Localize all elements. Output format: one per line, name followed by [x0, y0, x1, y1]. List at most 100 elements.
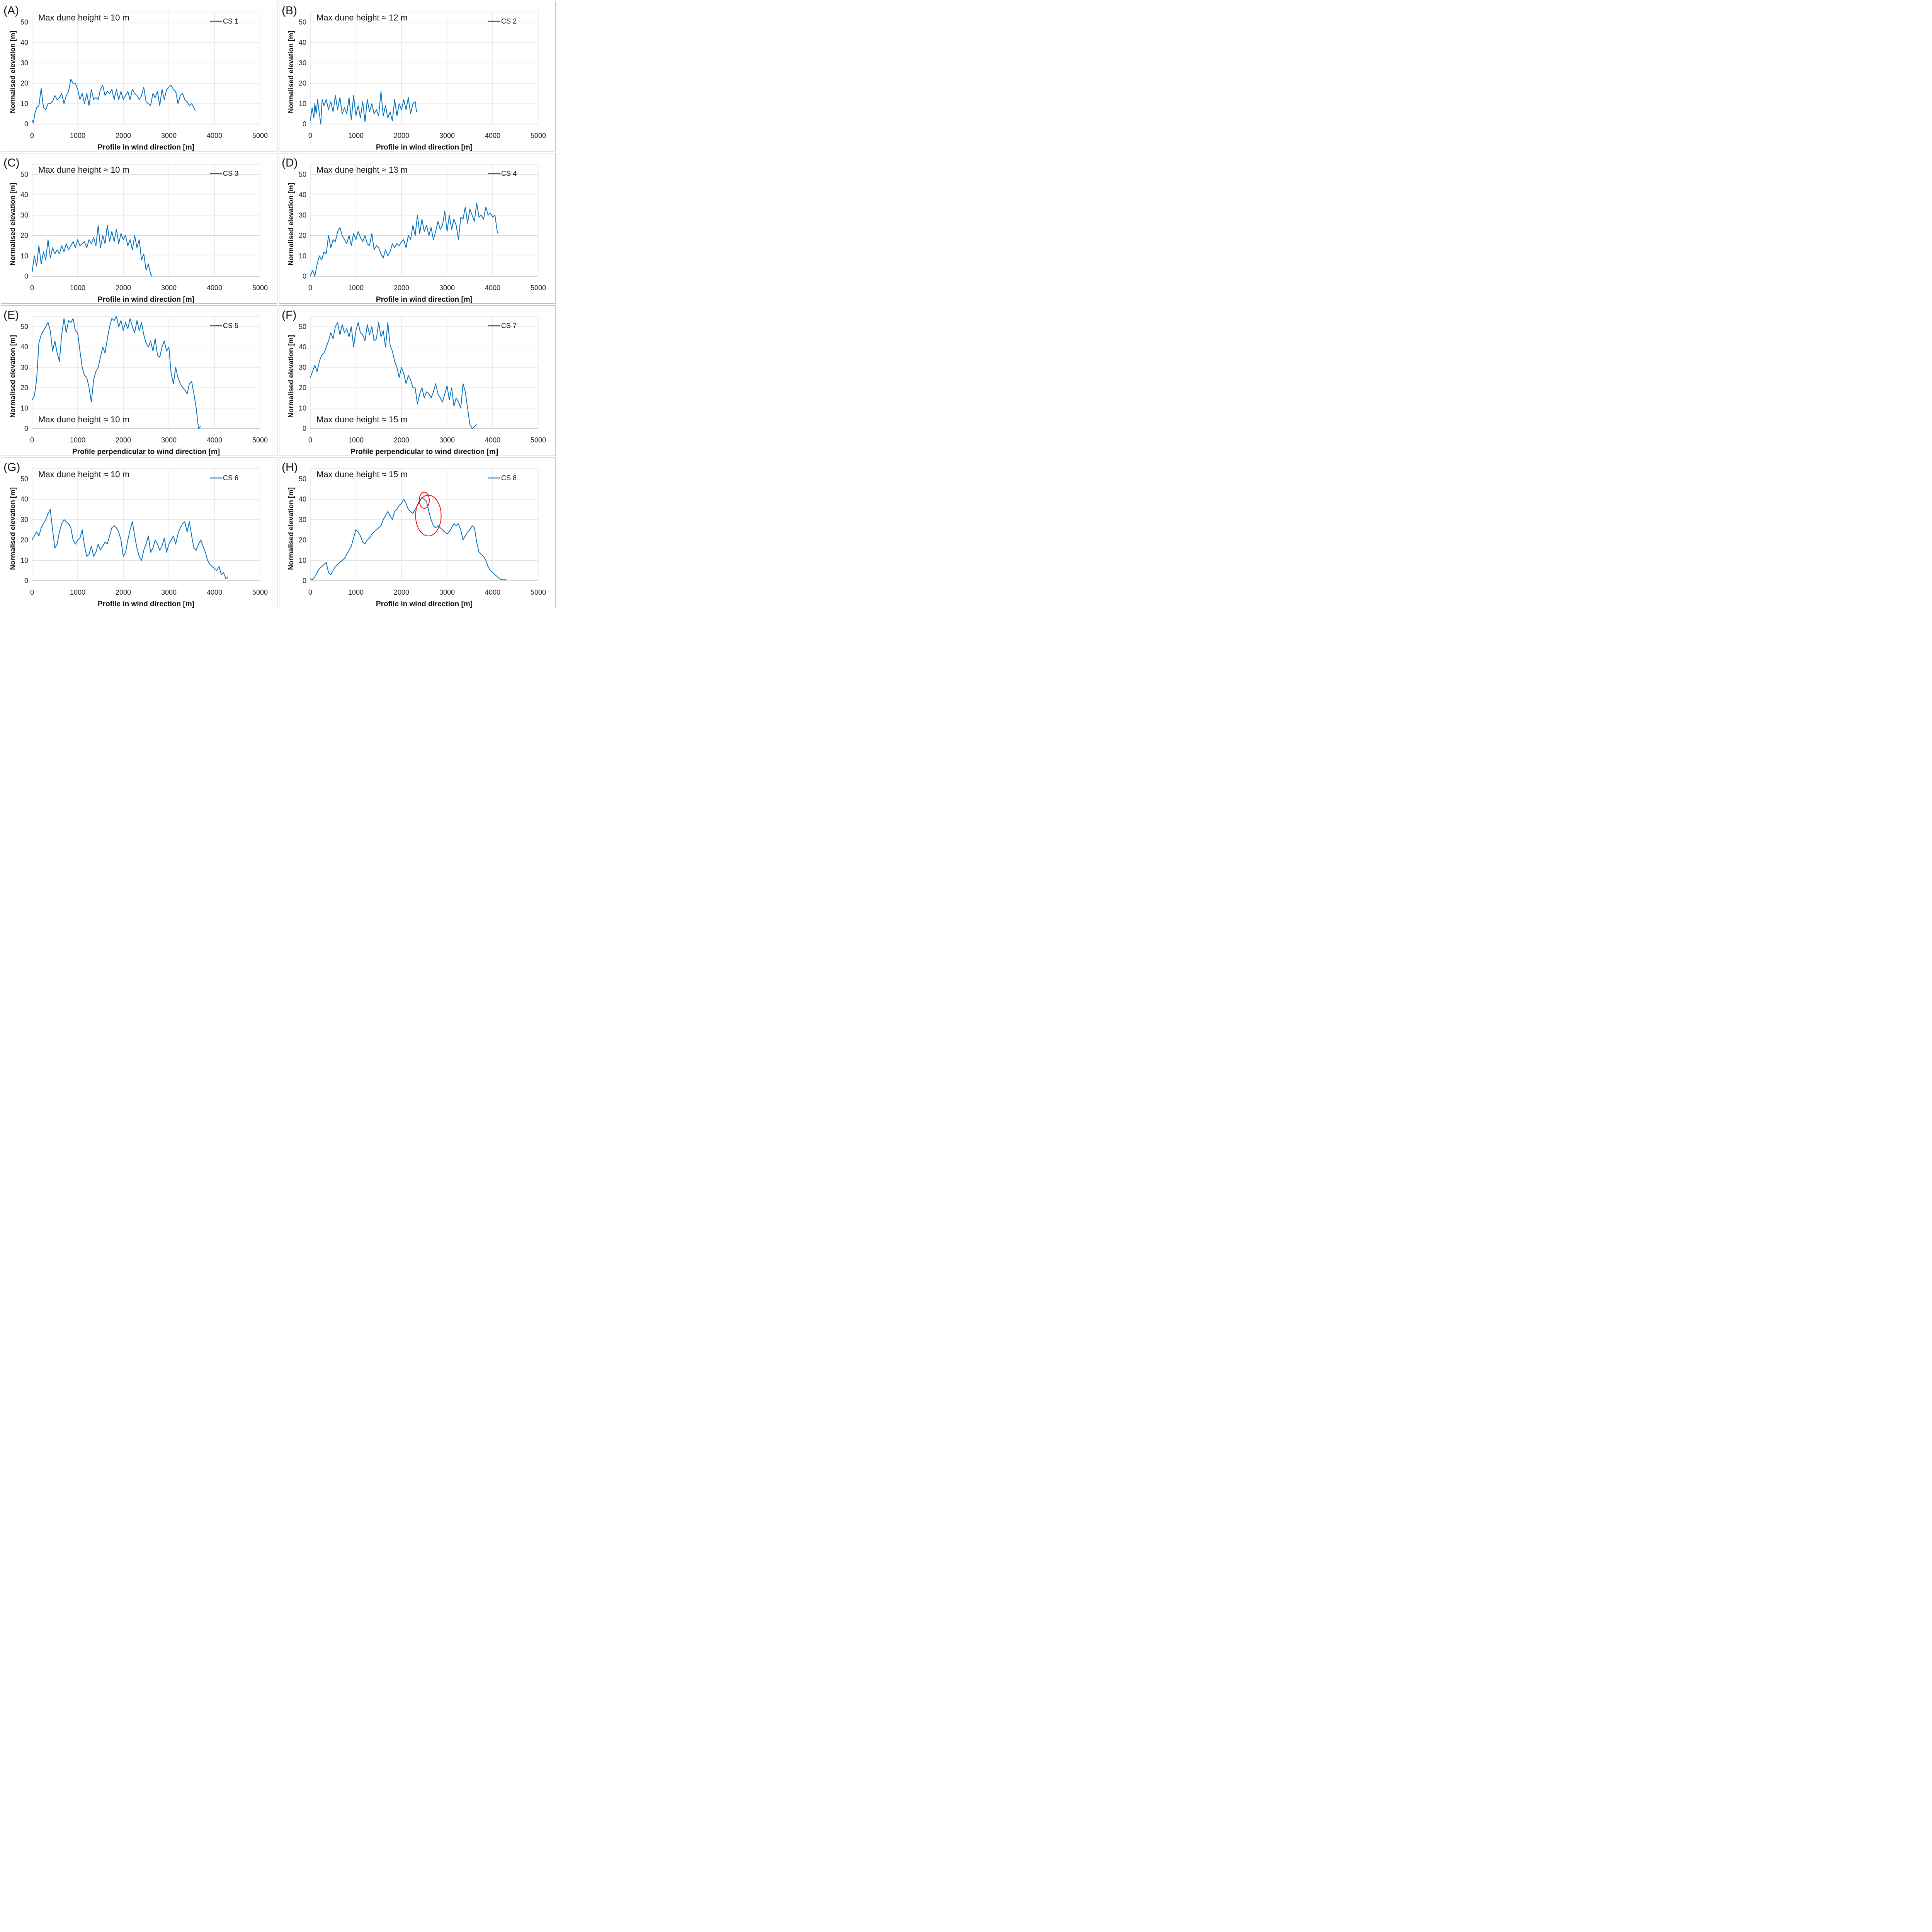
max-dune-height-annotation: Max dune height ≈ 10 m	[38, 415, 129, 424]
max-dune-height-annotation: Max dune height ≈ 10 m	[38, 13, 129, 22]
legend-label: CS 4	[501, 170, 517, 177]
y-tick-label: 10	[20, 404, 28, 412]
panel-f: 0 10 20 30 40 50 0 1000 2000 3000 4000 5000 Profile …	[279, 305, 556, 456]
y-tick-label: 0	[24, 272, 28, 280]
x-axis-label: Profile in wind direction [m]	[98, 143, 194, 151]
highlight-circle	[419, 492, 430, 509]
y-tick-label: 20	[299, 384, 306, 392]
x-tick-label: 4000	[485, 436, 500, 444]
legend-label: CS 3	[223, 170, 238, 177]
x-tick-label: 2000	[394, 588, 409, 596]
series-line-cs-7	[310, 322, 477, 429]
y-tick-label: 0	[24, 425, 28, 432]
x-tick-label: 3000	[161, 588, 177, 596]
y-tick-label: 10	[20, 100, 28, 107]
legend-label: CS 2	[501, 17, 517, 25]
panel-label: (B)	[282, 4, 297, 17]
series-line-cs-4	[310, 202, 499, 277]
x-tick-label: 2000	[116, 588, 131, 596]
y-tick-label: 20	[299, 536, 306, 544]
x-tick-label: 0	[30, 284, 34, 292]
x-tick-label: 2000	[394, 436, 409, 444]
y-tick-label: 30	[20, 364, 28, 371]
panel-label: (G)	[3, 461, 20, 474]
x-axis-label: Profile in wind direction [m]	[376, 296, 473, 303]
panel-label: (A)	[3, 4, 19, 17]
x-tick-label: 5000	[531, 588, 546, 596]
y-tick-label: 10	[299, 556, 306, 564]
y-tick-label: 30	[20, 211, 28, 219]
chart-e: 0 10 20 30 40 50 0 1000 2000 3000 4000 5000 Profile …	[3, 309, 268, 456]
series-line-cs-3	[32, 225, 153, 277]
x-axis-label: Profile in wind direction [m]	[376, 143, 473, 151]
panel-b: 0 10 20 30 40 50 0 1000 2000 3000 4000 5000 Profile …	[279, 1, 556, 151]
y-tick-label: 30	[20, 59, 28, 67]
y-tick-label: 20	[20, 232, 28, 240]
x-tick-label: 2000	[116, 132, 131, 139]
y-tick-label: 0	[24, 120, 28, 128]
x-tick-label: 1000	[348, 436, 364, 444]
y-tick-label: 20	[20, 384, 28, 392]
x-tick-label: 5000	[252, 436, 268, 444]
y-tick-label: 40	[299, 343, 306, 351]
x-tick-label: 0	[30, 436, 34, 444]
panel-c: 0 10 20 30 40 50 0 1000 2000 3000 4000 5000 Profile …	[1, 153, 277, 304]
x-tick-label: 5000	[252, 132, 268, 139]
y-tick-label: 10	[20, 556, 28, 564]
series-line-cs-2	[310, 91, 418, 124]
y-tick-label: 20	[20, 536, 28, 544]
max-dune-height-annotation: Max dune height ≈ 12 m	[316, 13, 408, 22]
x-tick-label: 2000	[394, 284, 409, 292]
y-tick-label: 10	[20, 252, 28, 260]
y-tick-label: 0	[303, 425, 306, 432]
y-tick-label: 20	[299, 80, 306, 87]
max-dune-height-annotation: Max dune height ≈ 13 m	[316, 165, 408, 175]
y-tick-label: 10	[299, 100, 306, 107]
y-axis-label: Normalised elevation [m]	[287, 335, 295, 418]
panel-label: (H)	[282, 461, 298, 474]
y-tick-label: 10	[299, 252, 306, 260]
y-tick-label: 40	[299, 191, 306, 199]
y-tick-label: 0	[303, 577, 306, 585]
x-axis-label: Profile perpendicular to wind direction …	[72, 448, 220, 456]
y-tick-label: 20	[20, 80, 28, 87]
x-tick-label: 0	[30, 588, 34, 596]
y-tick-label: 50	[20, 323, 28, 330]
max-dune-height-annotation: Max dune height ≈ 10 m	[38, 165, 129, 175]
y-tick-label: 50	[20, 475, 28, 483]
y-tick-label: 30	[299, 59, 306, 67]
x-tick-label: 3000	[161, 284, 177, 292]
x-tick-label: 5000	[252, 588, 268, 596]
max-dune-height-annotation: Max dune height ≈ 10 m	[38, 469, 129, 479]
y-tick-label: 50	[299, 475, 306, 483]
chart-d: 0 10 20 30 40 50 0 1000 2000 3000 4000 5000 Profile …	[282, 156, 546, 303]
x-tick-label: 4000	[207, 588, 222, 596]
x-tick-label: 2000	[116, 436, 131, 444]
y-tick-label: 40	[20, 191, 28, 199]
y-tick-label: 20	[299, 232, 306, 240]
x-tick-label: 4000	[207, 284, 222, 292]
y-tick-label: 40	[20, 495, 28, 503]
y-tick-label: 30	[299, 516, 306, 524]
y-axis-label: Normalised elevation [m]	[9, 487, 17, 570]
x-tick-label: 1000	[70, 132, 85, 139]
legend-label: CS 8	[501, 474, 517, 482]
y-tick-label: 40	[20, 39, 28, 46]
x-tick-label: 4000	[207, 132, 222, 139]
y-axis-label: Normalised elevation [m]	[9, 31, 17, 113]
x-tick-label: 0	[308, 436, 312, 444]
y-tick-label: 50	[299, 323, 306, 330]
series-line-cs-1	[32, 79, 196, 124]
y-tick-label: 10	[299, 404, 306, 412]
x-tick-label: 1000	[70, 436, 85, 444]
max-dune-height-annotation: Max dune height ≈ 15 m	[316, 469, 408, 479]
x-tick-label: 5000	[531, 436, 546, 444]
panel-h: 0 10 20 30 40 50 0 1000 2000 3000 4000 5000 Profile …	[279, 457, 556, 608]
x-tick-label: 5000	[252, 284, 268, 292]
chart-h: 0 10 20 30 40 50 0 1000 2000 3000 4000 5000 Profile …	[282, 461, 546, 608]
x-tick-label: 5000	[531, 132, 546, 139]
legend-label: CS 7	[501, 322, 517, 330]
x-tick-label: 1000	[70, 284, 85, 292]
panel-label: (F)	[282, 309, 296, 321]
chart-g: 0 10 20 30 40 50 0 1000 2000 3000 4000 5000 Profile …	[3, 461, 268, 608]
